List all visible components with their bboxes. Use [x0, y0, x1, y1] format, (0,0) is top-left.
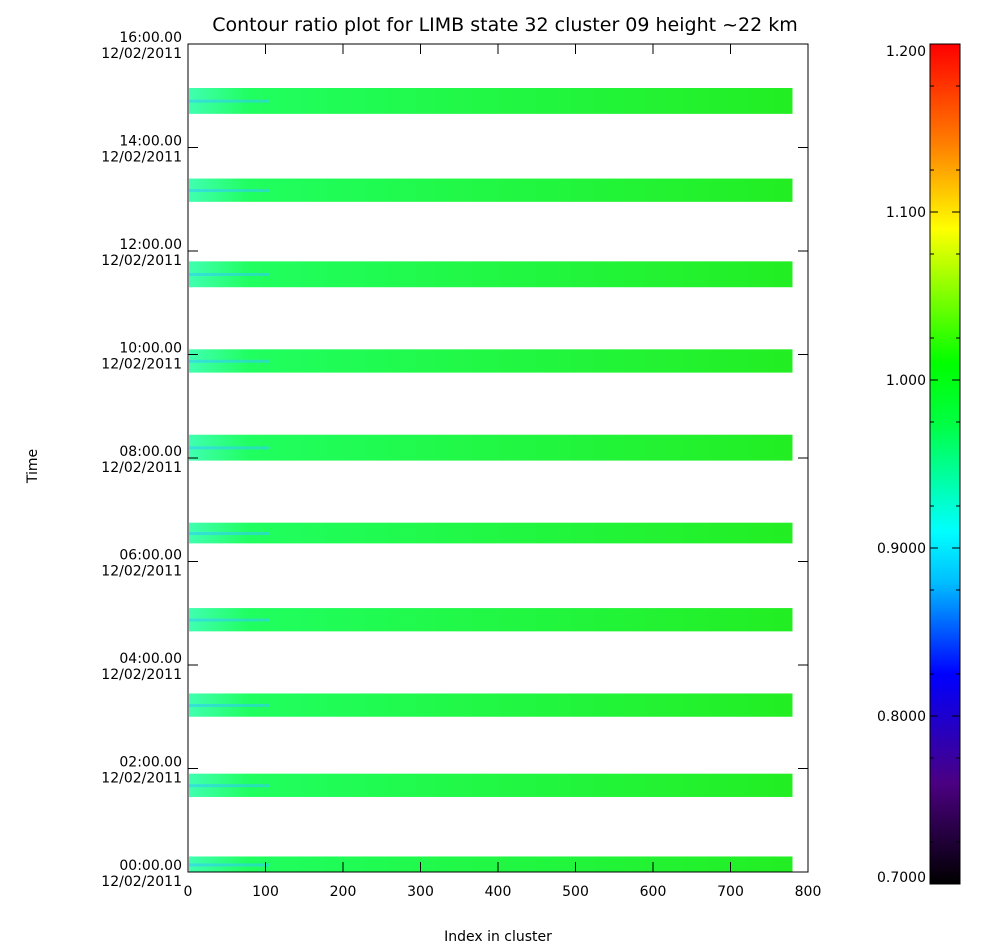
y-tick-time-label: 06:00.00: [119, 548, 182, 564]
x-tick-label: 200: [330, 884, 357, 900]
data-band-3: [189, 608, 793, 632]
y-tick-date-label: 12/02/2011: [101, 357, 182, 373]
data-band-detail-0: [189, 863, 269, 867]
x-tick-label: 500: [562, 884, 589, 900]
x-tick-label: 0: [184, 884, 193, 900]
x-tick-label: 300: [407, 884, 434, 900]
chart-title: Contour ratio plot for LIMB state 32 clu…: [212, 14, 798, 36]
x-tick-label: 800: [795, 884, 822, 900]
y-tick-time-label: 00:00.00: [119, 858, 182, 874]
y-tick-date-label: 12/02/2011: [101, 253, 182, 269]
y-tick-time-label: 04:00.00: [119, 651, 182, 667]
y-tick-date-label: 12/02/2011: [101, 874, 182, 890]
data-band-detail-4: [189, 532, 269, 536]
y-tick-time-label: 10:00.00: [119, 341, 182, 357]
data-band-7: [189, 261, 793, 288]
data-bands: [189, 87, 793, 872]
data-band-2: [189, 693, 793, 717]
data-band-detail-5: [189, 446, 269, 450]
colorbar-tick-label: 1.100: [886, 205, 926, 221]
colorbar-tick-label: 0.7000: [877, 870, 926, 886]
x-tick-label: 100: [252, 884, 279, 900]
y-tick-date-label: 12/02/2011: [101, 771, 182, 787]
x-tick-label: 600: [640, 884, 667, 900]
y-tick-date-label: 12/02/2011: [101, 667, 182, 683]
data-band-6: [189, 349, 793, 373]
data-band-detail-8: [189, 189, 269, 193]
colorbar-tick-label: 1.000: [886, 373, 926, 389]
colorbar: [930, 44, 960, 884]
y-tick-date-label: 12/02/2011: [101, 150, 182, 166]
colorbar-axis: 1.200 1.100 1.000 0.9000 0.8000 0.7000: [877, 43, 960, 886]
x-tick-label: 400: [485, 884, 512, 900]
data-band-1: [189, 773, 793, 797]
x-axis: 0 100 200 300 400 500 600 700 800: [184, 44, 822, 900]
x-axis-label: Index in cluster: [444, 929, 552, 945]
y-tick-time-label: 14:00.00: [119, 134, 182, 150]
y-axis: 00:00.0012/02/201102:00.0012/02/201104:0…: [101, 30, 808, 890]
colorbar-tick-label: 1.200: [886, 44, 926, 60]
y-tick-date-label: 12/02/2011: [101, 564, 182, 580]
data-band-detail-1: [189, 784, 269, 788]
colorbar-tick-label: 0.8000: [877, 709, 926, 725]
data-band-9: [189, 87, 793, 114]
y-tick-time-label: 08:00.00: [119, 444, 182, 460]
data-band-detail-9: [189, 99, 269, 103]
x-tick-label: 700: [717, 884, 744, 900]
data-band-detail-3: [189, 618, 269, 622]
data-band-detail-6: [189, 359, 269, 363]
y-axis-label: Time: [25, 449, 41, 484]
colorbar-frame: [929, 43, 961, 885]
y-tick-date-label: 12/02/2011: [101, 46, 182, 62]
data-band-4: [189, 522, 793, 544]
data-band-0: [189, 856, 793, 872]
y-tick-time-label: 02:00.00: [119, 755, 182, 771]
data-band-detail-2: [189, 703, 269, 707]
colorbar-tick-label: 0.9000: [877, 541, 926, 557]
y-tick-time-label: 16:00.00: [119, 30, 182, 46]
y-tick-date-label: 12/02/2011: [101, 460, 182, 476]
data-band-8: [189, 178, 793, 202]
y-tick-time-label: 12:00.00: [119, 237, 182, 253]
data-band-5: [189, 434, 793, 461]
data-band-detail-7: [189, 272, 269, 276]
